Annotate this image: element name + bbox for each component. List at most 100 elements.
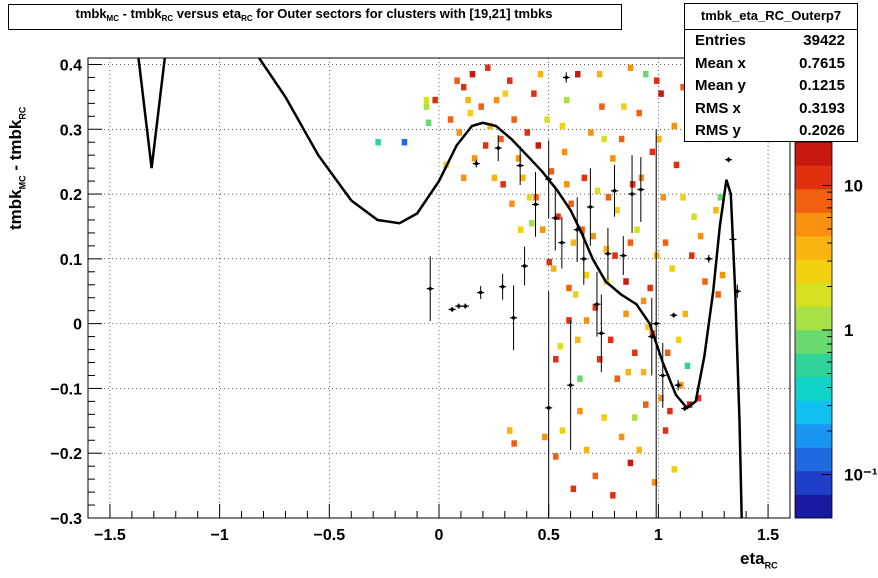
x-tick-label-3: 0 <box>435 527 444 544</box>
heatmap-cell-52 <box>636 109 642 117</box>
heatmap-cell-109 <box>524 129 531 136</box>
heatmap-cell-108 <box>517 226 524 233</box>
x-tick-label-6: 1.5 <box>757 527 779 544</box>
heatmap-cell-86 <box>507 427 513 434</box>
heatmap-cell-80 <box>636 446 642 454</box>
profile-point-5 <box>477 286 485 300</box>
profile-point-8 <box>510 285 518 351</box>
heatmap-cell-87 <box>542 433 548 441</box>
profile-point-29 <box>670 312 678 318</box>
profile-marker-18 <box>581 257 586 261</box>
heatmap-cell-45 <box>610 155 616 162</box>
heatmap-cell-20 <box>507 77 513 84</box>
profile-point-26 <box>637 157 645 222</box>
heatmap-cell-123 <box>638 174 645 182</box>
profile-marker-12 <box>546 177 551 181</box>
heatmap-cell-12 <box>460 174 467 182</box>
heatmap-cell-41 <box>594 187 601 195</box>
palette-band-12 <box>795 212 832 237</box>
profile-marker-17 <box>575 227 580 232</box>
stats-row-rms-y: RMS y 0.2026 <box>695 122 845 139</box>
heatmap-cell-74 <box>583 446 590 454</box>
heatmap-cell-16 <box>487 122 493 130</box>
heatmap-cell-24 <box>526 194 533 201</box>
heatmap-cell-114 <box>568 200 574 208</box>
heatmap-cell-82 <box>651 479 658 486</box>
heatmap-cell-23 <box>520 174 526 182</box>
profile-marker-7 <box>500 284 505 289</box>
heatmap-cell-21 <box>511 116 517 123</box>
heatmap-cell-2 <box>423 103 430 110</box>
heatmap-cell-130 <box>697 232 704 240</box>
profile-marker-26 <box>639 187 643 192</box>
heatmap-cell-111 <box>537 70 544 78</box>
heatmap-cell-139 <box>653 77 660 84</box>
heatmap-cell-116 <box>581 174 588 182</box>
palette-band-6 <box>795 353 832 378</box>
profile-point-31 <box>681 405 689 412</box>
stats-row-rms-x: RMS x 0.3193 <box>695 99 845 117</box>
heatmap-cell-125 <box>656 135 662 143</box>
heatmap-cell-142 <box>577 375 583 382</box>
y-tick-label-6: 0.3 <box>60 122 82 139</box>
profile-marker-5 <box>478 290 483 295</box>
profile-point-4 <box>472 159 480 168</box>
heatmap-cell-67 <box>702 278 708 285</box>
heatmap-cell-79 <box>627 459 634 467</box>
profile-point-32 <box>705 254 713 263</box>
fit-curve-layer <box>137 58 743 518</box>
y-tick-label-1: −0.2 <box>50 446 82 463</box>
palette-band-2 <box>795 447 832 472</box>
heatmap-cell-93 <box>596 356 603 363</box>
x-axis-label: etaRC <box>740 549 778 571</box>
profile-marker-32 <box>707 257 711 261</box>
palette-band-5 <box>795 377 832 401</box>
heatmap-cell-100 <box>658 394 664 402</box>
fit-curve-segment-0 <box>137 58 167 169</box>
heatmap-cell-76 <box>601 414 607 421</box>
profile-point-18 <box>580 232 588 285</box>
profile-point-33 <box>725 157 733 163</box>
y-tick-label-7: 0.4 <box>60 57 82 74</box>
heatmap-cell-27 <box>539 226 546 233</box>
profile-marker-24 <box>621 253 626 258</box>
palette-band-11 <box>795 236 832 260</box>
profile-marker-1 <box>450 307 454 312</box>
heatmap-cell-70 <box>553 453 559 460</box>
heatmap-cell-110 <box>533 194 539 201</box>
profile-marker-34 <box>731 237 735 242</box>
heatmap-cell-81 <box>643 401 649 408</box>
heatmap-cell-38 <box>583 271 590 279</box>
heatmap-cell-1 <box>375 138 381 146</box>
profile-point-12 <box>545 140 553 219</box>
profile-points-layer <box>426 72 741 518</box>
heatmap-cell-134 <box>485 64 491 71</box>
x-tick-label-1: −1 <box>211 527 229 544</box>
heatmap-cell-66 <box>695 394 702 402</box>
heatmap-cell-120 <box>612 252 618 259</box>
profile-point-7 <box>499 273 507 300</box>
heatmap-cell-59 <box>664 349 671 357</box>
heatmap-cell-33 <box>564 181 570 188</box>
profile-point-10 <box>521 246 529 286</box>
heatmap-cell-9 <box>456 129 463 136</box>
profile-marker-14 <box>560 240 564 245</box>
heatmap-cell-145 <box>717 194 724 201</box>
heatmap-cell-61 <box>673 161 680 169</box>
heatmap-cell-57 <box>658 90 664 97</box>
heatmap-cell-102 <box>675 336 682 344</box>
profile-marker-15 <box>564 75 569 80</box>
heatmap-cell-6 <box>432 96 438 104</box>
heatmap-cell-58 <box>660 194 667 201</box>
profile-marker-36 <box>546 406 551 410</box>
heatmap-cell-26 <box>535 142 542 149</box>
stats-row-mean-y: Mean y 0.1215 <box>695 77 845 94</box>
heatmap-cell-3 <box>423 96 430 104</box>
profile-point-0 <box>426 256 434 322</box>
profile-point-14 <box>558 216 566 269</box>
heatmap-cell-97 <box>632 349 638 357</box>
profile-marker-23 <box>612 189 617 193</box>
heatmap-cell-119 <box>605 194 612 201</box>
heatmap-cell-75 <box>592 472 599 480</box>
